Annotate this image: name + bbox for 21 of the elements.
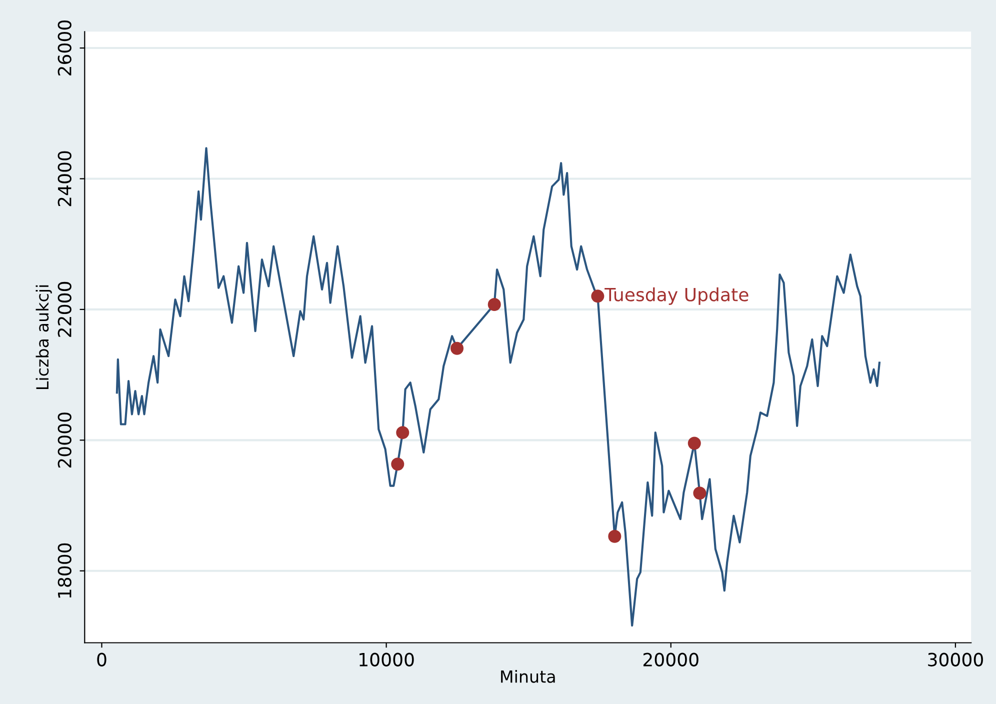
point (391, 458, 404, 471)
line-series (116, 147, 880, 627)
y-tick-label: 22000 (58, 282, 72, 337)
x-axis-title: Minuta (501, 670, 555, 683)
y-tick-label: 26000 (58, 20, 72, 76)
x-tick-label: 10000 (360, 652, 414, 666)
y-tick-label: 20000 (58, 412, 72, 468)
point (396, 426, 410, 440)
point (591, 290, 604, 303)
annotation: Tuesday Update (604, 287, 748, 305)
point (688, 436, 701, 450)
point (608, 530, 622, 543)
point (450, 342, 464, 355)
y-axis-title: Liczba aukcji (36, 285, 52, 389)
x-tick-label: 30000 (928, 652, 983, 666)
point (488, 298, 501, 311)
y-tick-label: 24000 (58, 151, 72, 206)
x-tick-label: 0 (97, 652, 106, 666)
x-tick-label: 20000 (643, 652, 698, 666)
point (693, 486, 706, 500)
y-tick-label: 18000 (58, 543, 72, 598)
